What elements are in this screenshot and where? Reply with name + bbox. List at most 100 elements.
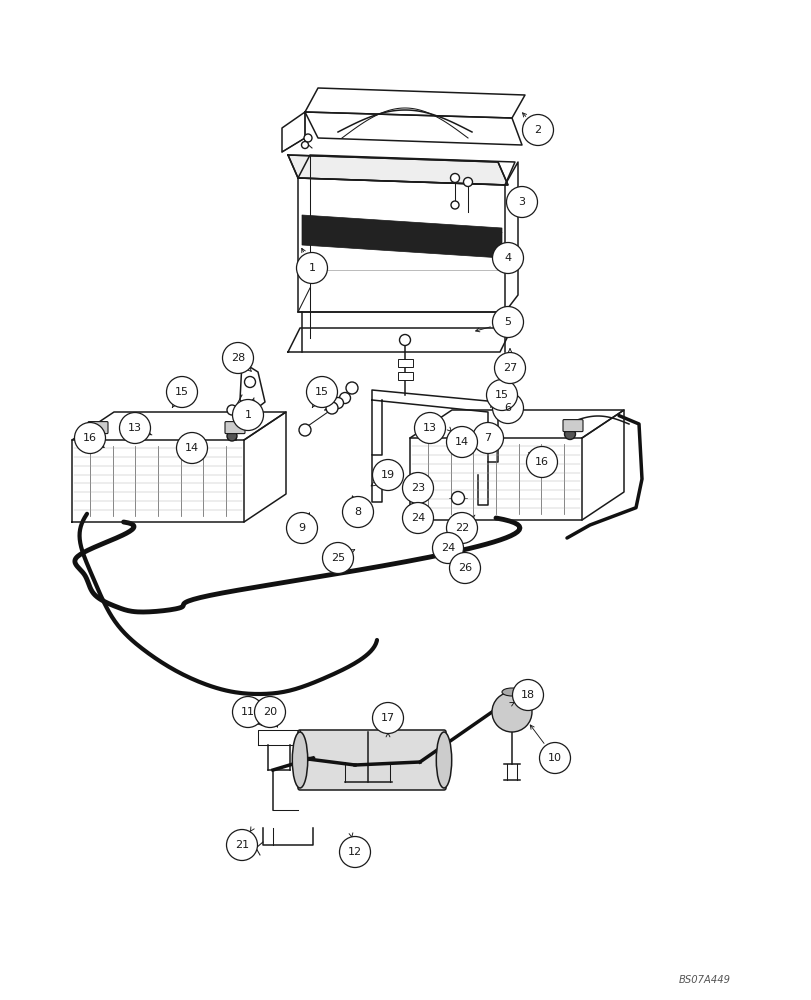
FancyBboxPatch shape xyxy=(298,730,445,790)
Circle shape xyxy=(506,186,537,218)
Text: 3: 3 xyxy=(518,197,525,207)
Circle shape xyxy=(539,742,570,773)
FancyBboxPatch shape xyxy=(397,371,412,379)
Circle shape xyxy=(521,114,553,146)
Circle shape xyxy=(226,829,257,860)
Circle shape xyxy=(286,512,317,544)
Text: 5: 5 xyxy=(504,317,511,327)
Polygon shape xyxy=(302,215,501,258)
Circle shape xyxy=(432,532,463,564)
Text: 10: 10 xyxy=(547,753,561,763)
Circle shape xyxy=(232,696,264,727)
Text: 13: 13 xyxy=(423,423,436,433)
Circle shape xyxy=(526,446,557,478)
Text: 7: 7 xyxy=(484,433,491,443)
Circle shape xyxy=(345,382,358,394)
Text: 14: 14 xyxy=(454,437,469,447)
Text: 17: 17 xyxy=(380,713,395,723)
Text: 12: 12 xyxy=(347,847,362,857)
Ellipse shape xyxy=(501,688,521,696)
Circle shape xyxy=(446,426,477,458)
Text: 21: 21 xyxy=(234,840,249,850)
Text: 26: 26 xyxy=(457,563,471,573)
Circle shape xyxy=(296,252,327,284)
Text: 15: 15 xyxy=(495,390,508,400)
Circle shape xyxy=(426,428,437,440)
Circle shape xyxy=(463,178,472,186)
Text: 28: 28 xyxy=(230,353,245,363)
Text: 22: 22 xyxy=(454,523,469,533)
FancyBboxPatch shape xyxy=(562,420,582,432)
Text: 2: 2 xyxy=(534,125,541,135)
Text: 24: 24 xyxy=(440,543,454,553)
Circle shape xyxy=(301,141,308,148)
Text: 16: 16 xyxy=(534,457,548,467)
Text: 15: 15 xyxy=(315,387,328,397)
Circle shape xyxy=(449,552,480,583)
Circle shape xyxy=(254,696,285,727)
Circle shape xyxy=(402,473,433,504)
Circle shape xyxy=(446,512,477,544)
FancyBboxPatch shape xyxy=(397,359,412,366)
Text: 19: 19 xyxy=(380,470,395,480)
Circle shape xyxy=(486,379,517,410)
Text: 9: 9 xyxy=(298,523,305,533)
Circle shape xyxy=(227,431,237,441)
Circle shape xyxy=(564,428,575,440)
Text: 20: 20 xyxy=(263,707,277,717)
Circle shape xyxy=(472,422,503,454)
Circle shape xyxy=(372,702,403,733)
Circle shape xyxy=(339,392,350,403)
Polygon shape xyxy=(288,155,508,185)
Text: 1: 1 xyxy=(308,263,315,273)
Ellipse shape xyxy=(292,732,307,788)
Circle shape xyxy=(342,496,373,527)
Text: 1: 1 xyxy=(244,410,251,420)
Circle shape xyxy=(414,412,445,444)
Circle shape xyxy=(222,342,253,373)
Circle shape xyxy=(303,134,311,142)
Text: 23: 23 xyxy=(410,483,424,493)
Circle shape xyxy=(88,430,100,442)
Circle shape xyxy=(232,399,264,430)
Circle shape xyxy=(402,502,433,533)
Circle shape xyxy=(75,422,105,454)
Circle shape xyxy=(450,201,458,209)
Text: 6: 6 xyxy=(504,403,511,413)
Circle shape xyxy=(244,376,255,387)
Circle shape xyxy=(512,680,543,710)
Circle shape xyxy=(325,402,337,414)
Circle shape xyxy=(332,397,343,408)
Text: 25: 25 xyxy=(331,553,345,563)
Circle shape xyxy=(450,173,459,182)
Circle shape xyxy=(492,392,523,424)
Circle shape xyxy=(451,491,464,504)
Circle shape xyxy=(399,334,410,346)
Text: 11: 11 xyxy=(241,707,255,717)
FancyBboxPatch shape xyxy=(418,420,439,432)
Circle shape xyxy=(119,412,150,444)
Text: 15: 15 xyxy=(175,387,189,397)
Circle shape xyxy=(494,353,525,383)
Circle shape xyxy=(451,514,464,526)
Circle shape xyxy=(322,542,353,573)
Circle shape xyxy=(176,432,208,464)
Text: 8: 8 xyxy=(354,507,361,517)
Text: 27: 27 xyxy=(502,363,517,373)
Text: 14: 14 xyxy=(185,443,199,453)
Text: 13: 13 xyxy=(128,423,142,433)
Text: 16: 16 xyxy=(83,433,97,443)
Circle shape xyxy=(247,400,256,410)
Circle shape xyxy=(372,460,403,490)
Circle shape xyxy=(492,242,523,273)
Text: BS07A449: BS07A449 xyxy=(678,975,730,985)
Text: 24: 24 xyxy=(410,513,425,523)
Ellipse shape xyxy=(436,732,451,788)
Circle shape xyxy=(306,376,337,408)
Text: 18: 18 xyxy=(521,690,534,700)
Circle shape xyxy=(339,836,370,867)
Circle shape xyxy=(491,692,531,732)
Text: 4: 4 xyxy=(504,253,511,263)
FancyBboxPatch shape xyxy=(225,422,245,434)
Circle shape xyxy=(298,424,311,436)
